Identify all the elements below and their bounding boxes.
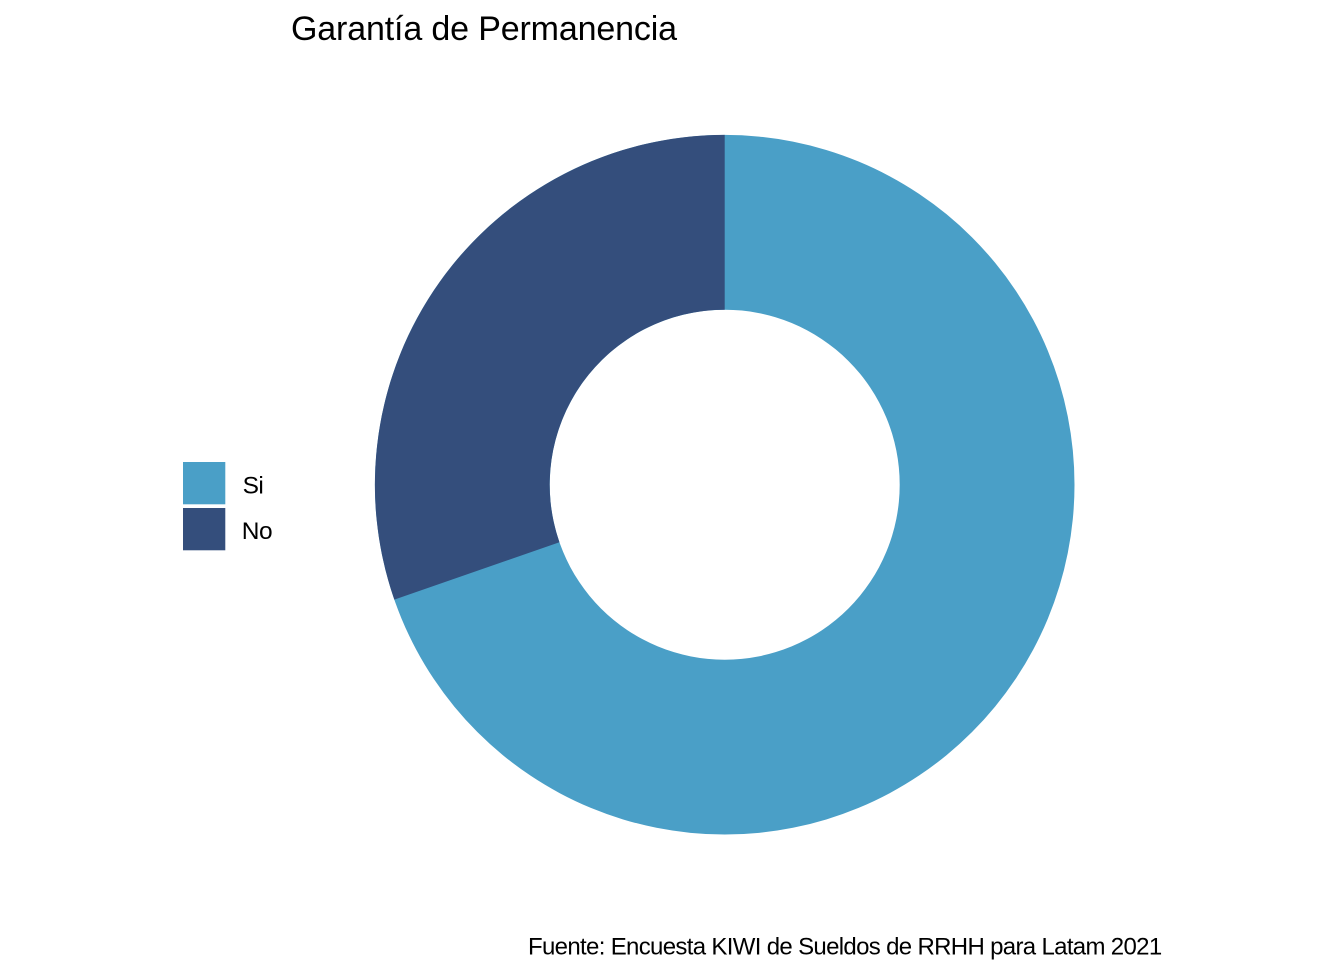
svg-text:Fuente: Encuesta KIWI de Sueld: Fuente: Encuesta KIWI de Sueldos de RRHH… bbox=[528, 934, 1162, 960]
svg-text:Garantía de Permanencia: Garantía de Permanencia bbox=[291, 10, 677, 48]
svg-text:No: No bbox=[242, 518, 272, 545]
svg-text:Si: Si bbox=[243, 472, 264, 499]
